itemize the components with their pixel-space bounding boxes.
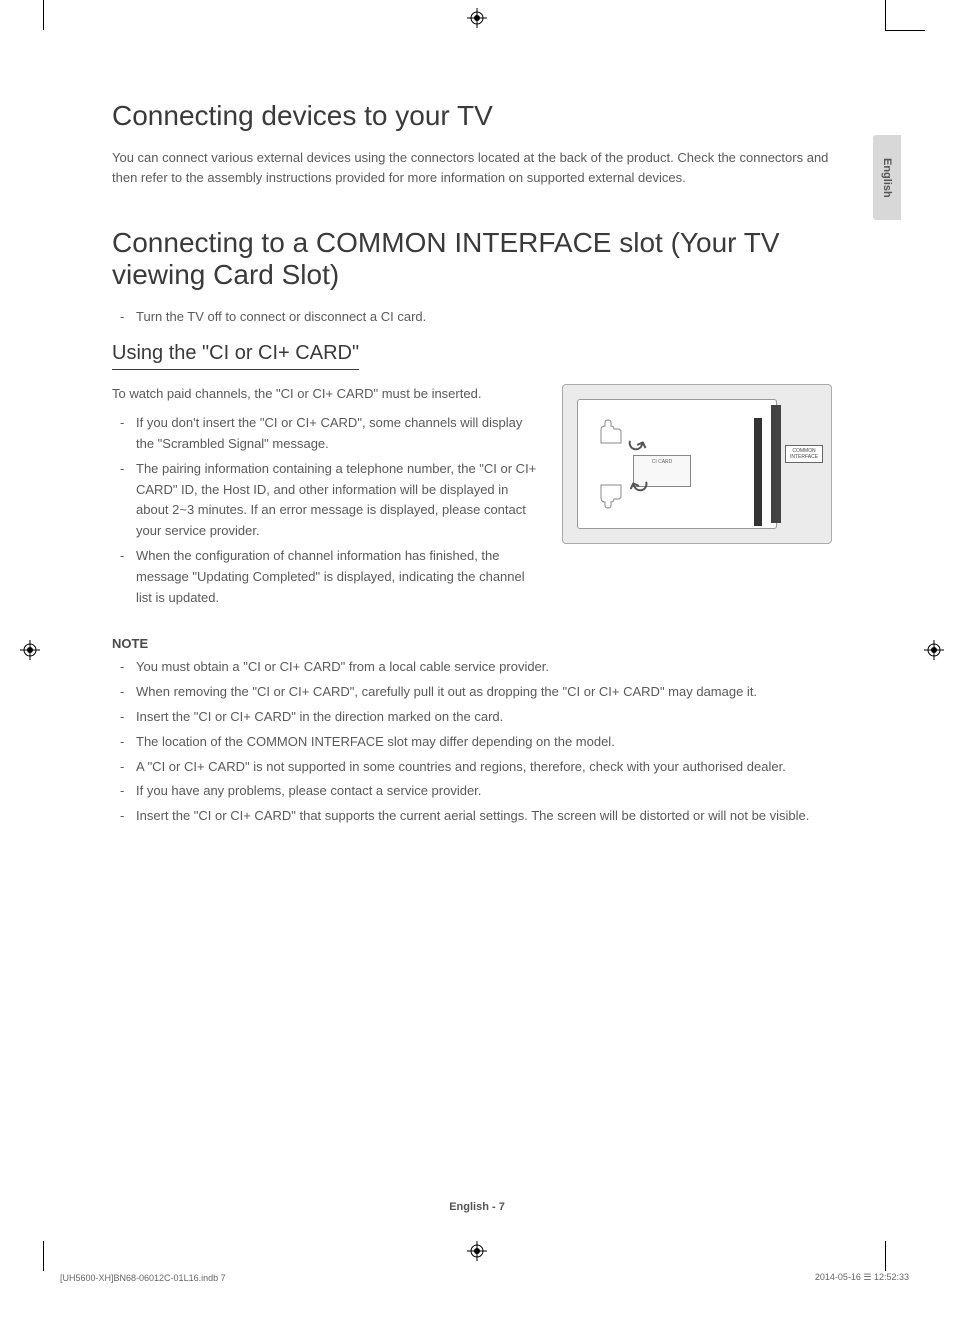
list-item: Insert the "CI or CI+ CARD" in the direc… xyxy=(112,707,832,728)
hand-icon xyxy=(596,480,626,510)
registration-mark-icon xyxy=(20,640,40,660)
list-item: If you don't insert the "CI or CI+ CARD"… xyxy=(112,413,542,455)
crop-mark xyxy=(885,30,925,31)
list-item: When the configuration of channel inform… xyxy=(112,546,542,608)
print-info-right: 2014-05-16 ☰ 12:52:33 xyxy=(815,1272,909,1283)
print-info-left: [UH5600-XH]BN68-06012C-01L16.indb 7 xyxy=(60,1273,226,1283)
list-item: If you have any problems, please contact… xyxy=(112,781,832,802)
registration-mark-icon xyxy=(467,1241,487,1261)
list-item: A "CI or CI+ CARD" is not supported in s… xyxy=(112,757,832,778)
ci-card-diagram: ↶ CI CARD ↶ COMMON INTERFACE xyxy=(562,384,832,544)
heading-connecting-devices: Connecting devices to your TV xyxy=(112,100,832,132)
crop-mark xyxy=(885,0,886,30)
page-footer: English - 7 xyxy=(0,1201,954,1213)
hand-icon xyxy=(596,418,626,448)
list-item: You must obtain a "CI or CI+ CARD" from … xyxy=(112,657,832,678)
registration-mark-icon xyxy=(924,640,944,660)
language-tab: English xyxy=(873,135,901,220)
registration-mark-icon xyxy=(467,8,487,28)
note-heading: NOTE xyxy=(112,636,832,651)
list-item: When removing the "CI or CI+ CARD", care… xyxy=(112,682,832,703)
crop-mark xyxy=(885,1241,886,1271)
note-bullets-list: You must obtain a "CI or CI+ CARD" from … xyxy=(112,657,832,827)
slot-label: COMMON INTERFACE xyxy=(785,445,823,463)
turn-off-list: Turn the TV off to connect or disconnect… xyxy=(112,307,832,328)
list-item: Insert the "CI or CI+ CARD" that support… xyxy=(112,806,832,827)
page-content: Connecting devices to your TV You can co… xyxy=(112,100,832,841)
ci-bullets-list: If you don't insert the "CI or CI+ CARD"… xyxy=(112,413,542,608)
slot-icon xyxy=(771,405,781,523)
crop-mark xyxy=(43,1241,44,1271)
slot-icon xyxy=(754,418,762,526)
language-tab-text: English xyxy=(881,158,893,198)
crop-mark xyxy=(43,0,44,30)
list-item: The pairing information containing a tel… xyxy=(112,459,542,542)
list-item: Turn the TV off to connect or disconnect… xyxy=(112,307,832,328)
intro-paragraph: You can connect various external devices… xyxy=(112,148,832,187)
list-item: The location of the COMMON INTERFACE slo… xyxy=(112,732,832,753)
heading-common-interface: Connecting to a COMMON INTERFACE slot (Y… xyxy=(112,227,832,291)
subheading-ci-card: Using the "CI or CI+ CARD" xyxy=(112,342,359,370)
diagram-panel: ↶ CI CARD ↶ xyxy=(577,399,777,529)
body-watch-paid: To watch paid channels, the "CI or CI+ C… xyxy=(112,384,542,404)
